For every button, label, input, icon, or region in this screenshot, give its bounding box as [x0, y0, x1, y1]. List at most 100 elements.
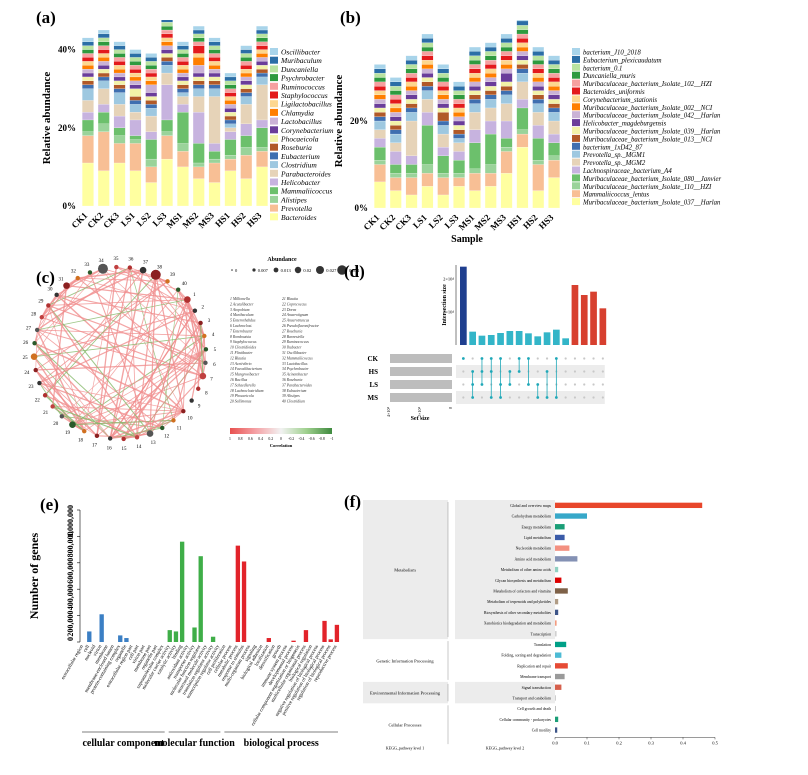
- bar-segment: [389, 142, 402, 152]
- bar-segment: [484, 120, 497, 135]
- bar-segment: [484, 51, 497, 56]
- network-edge: [44, 394, 138, 438]
- bar-segment: [500, 46, 513, 52]
- size-legend-dot: [252, 268, 256, 272]
- x-tick-label: MS2: [472, 212, 492, 232]
- bar-segment: [548, 112, 560, 122]
- bar-segment: [532, 68, 545, 74]
- bar-segment: [82, 53, 94, 58]
- gene-bar: [235, 545, 241, 642]
- bar-segment: [113, 57, 126, 62]
- bar-segment: [484, 64, 497, 69]
- bar-segment: [405, 107, 418, 113]
- matrix-dot-active: [489, 396, 493, 399]
- bar-segment: [256, 57, 268, 62]
- y-tick-label: 0%: [63, 201, 77, 211]
- bar-segment: [145, 92, 158, 97]
- bar-segment: [469, 94, 481, 100]
- gene-bar: [291, 640, 296, 642]
- bar-segment: [516, 20, 529, 26]
- bar-segment: [113, 162, 126, 207]
- network-edge: [39, 382, 98, 437]
- bar-segment: [97, 37, 110, 42]
- legend-label: Mammaliicoccus_lentus: [582, 192, 649, 199]
- gene-bar: [179, 541, 185, 642]
- network-node: [196, 386, 201, 391]
- bar-segment: [516, 81, 529, 100]
- bar-segment: [192, 166, 205, 179]
- network-node: [171, 418, 176, 423]
- bar-segment: [421, 186, 434, 209]
- legend-label: Eubacterium_plexicaudatum: [582, 57, 662, 64]
- bar-segment: [437, 77, 450, 82]
- bar-segment: [177, 41, 189, 46]
- bar-segment: [208, 45, 221, 50]
- bar-segment: [177, 143, 189, 152]
- bar-segment: [177, 166, 189, 207]
- network-node: [127, 265, 133, 270]
- network-edge: [61, 299, 188, 417]
- pathway-bar: [555, 663, 568, 669]
- matrix-dot-active: [480, 383, 484, 386]
- bar-segment: [192, 53, 205, 58]
- bar-segment: [177, 92, 189, 97]
- pathway-bar: [555, 513, 587, 519]
- bar-segment: [405, 59, 418, 65]
- node-number: 33: [84, 263, 90, 268]
- matrix-dot: [527, 396, 530, 399]
- node-number: 36: [128, 258, 134, 263]
- bar-segment: [437, 64, 450, 69]
- legend-swatch: [270, 143, 278, 151]
- bar-segment: [129, 96, 142, 101]
- legend-label: Ligilactobacillus: [280, 100, 332, 109]
- network-edge: [186, 299, 207, 364]
- bar-segment: [145, 96, 158, 101]
- bar-segment: [500, 59, 513, 65]
- node-number: 10: [187, 416, 193, 421]
- bar-segment: [453, 107, 465, 113]
- network-edge: [48, 299, 188, 306]
- size-legend-label: 0.027: [326, 268, 337, 273]
- y-tick-label: 200,000: [66, 611, 75, 637]
- node-number: 39: [170, 273, 176, 278]
- bar-segment: [405, 112, 418, 122]
- size-legend-dot: [337, 265, 347, 275]
- bar-segment: [224, 76, 237, 81]
- colorbar-tick: 0.2: [268, 437, 273, 441]
- legend-swatch: [270, 178, 278, 186]
- bar-segment: [129, 104, 142, 113]
- bar-segment: [177, 104, 189, 113]
- node-name: 33 Lactobacillus: [282, 362, 308, 366]
- bar-segment: [532, 73, 545, 78]
- bar-segment: [405, 55, 418, 61]
- bar-segment: [224, 96, 237, 101]
- bar-segment: [437, 94, 450, 100]
- network-node: [30, 353, 38, 360]
- bar-segment: [437, 155, 450, 174]
- pathway-bar: [555, 641, 567, 648]
- pathway-bar: [555, 727, 558, 733]
- y-axis-label: Relative abundance: [333, 75, 345, 168]
- node-number: 31: [58, 278, 64, 283]
- node-name: 17 Schaedlerella: [230, 383, 256, 387]
- network-edge: [155, 274, 205, 337]
- x-tick-label: LS1: [119, 210, 137, 228]
- network-edge: [51, 285, 68, 407]
- bar-segment: [532, 125, 545, 139]
- bar-segment: [113, 115, 126, 128]
- size-legend-label: 0.013: [281, 268, 292, 273]
- bar-segment: [453, 173, 465, 178]
- bar-segment: [240, 135, 253, 148]
- pathway-label: Energy metabolism: [521, 525, 551, 529]
- node-number: 18: [78, 438, 84, 443]
- network-node: [32, 340, 37, 346]
- bar-segment: [161, 158, 173, 207]
- bar-segment: [113, 45, 126, 50]
- network-node: [54, 292, 59, 298]
- bar-segment: [500, 73, 513, 82]
- bar-segment: [516, 129, 529, 135]
- bar-segment: [437, 99, 450, 104]
- bar-segment: [374, 64, 386, 69]
- node-name: 23 Dorea: [282, 308, 296, 312]
- network-edge: [39, 310, 196, 384]
